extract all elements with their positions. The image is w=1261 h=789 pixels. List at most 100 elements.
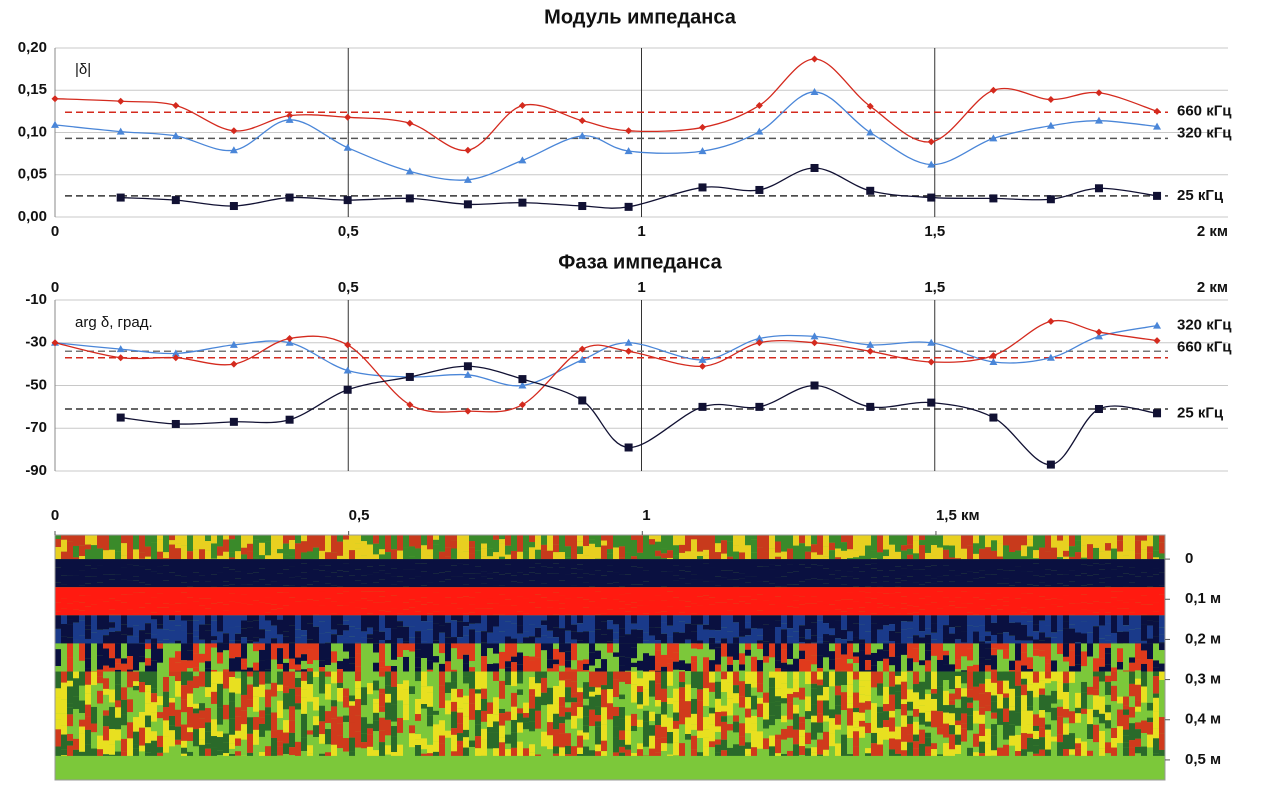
radargram-cell bbox=[403, 627, 409, 641]
radargram-cell bbox=[643, 633, 649, 640]
radargram-cell bbox=[157, 672, 163, 689]
radargram-cell bbox=[115, 672, 121, 685]
radargram-cell bbox=[61, 672, 67, 683]
radargram-cell bbox=[799, 642, 805, 643]
radargram-cell bbox=[721, 638, 727, 643]
radargram-cell bbox=[175, 559, 181, 576]
radargram-cell bbox=[787, 549, 793, 559]
radargram-cell bbox=[847, 685, 853, 697]
radargram-cell bbox=[235, 551, 241, 559]
radargram-cell bbox=[895, 657, 901, 672]
radargram-cell bbox=[319, 566, 325, 570]
radargram-cell bbox=[601, 751, 607, 756]
radargram-cell bbox=[163, 615, 169, 629]
radargram-cell bbox=[397, 598, 403, 614]
radargram-cell bbox=[367, 634, 373, 638]
radargram-cell bbox=[505, 573, 511, 587]
radargram-cell bbox=[775, 615, 781, 620]
radargram-cell bbox=[1081, 693, 1087, 709]
radargram-cell bbox=[115, 559, 121, 574]
radargram-cell bbox=[1117, 686, 1123, 696]
radargram-cell bbox=[151, 702, 157, 707]
radargram-cell bbox=[385, 703, 391, 720]
radargram-cell bbox=[481, 699, 487, 711]
radargram-cell bbox=[427, 672, 433, 687]
radargram-cell bbox=[847, 608, 853, 613]
radargram-cell bbox=[1147, 695, 1153, 703]
radargram-cell bbox=[841, 639, 847, 643]
radargram-cell bbox=[781, 716, 787, 723]
radargram-cell bbox=[1147, 735, 1153, 748]
radargram-cell bbox=[253, 621, 259, 638]
radargram-cell bbox=[331, 683, 337, 700]
radargram-cell bbox=[181, 559, 187, 576]
radargram-cell bbox=[697, 716, 703, 731]
radargram-cell bbox=[181, 621, 187, 631]
radargram-cell bbox=[571, 549, 577, 559]
radargram-cell bbox=[967, 730, 973, 747]
radargram-cell bbox=[343, 625, 349, 630]
radargram-cell bbox=[1063, 692, 1069, 709]
radargram-cell bbox=[691, 559, 697, 575]
radargram-cell bbox=[229, 749, 235, 754]
radargram-cell bbox=[271, 535, 277, 551]
radargram-cell bbox=[349, 575, 355, 587]
radargram-cell bbox=[769, 643, 775, 647]
radargram-cell bbox=[121, 672, 127, 678]
radargram-cell bbox=[727, 599, 733, 610]
radargram-cell bbox=[1129, 599, 1135, 612]
radargram-cell bbox=[121, 664, 127, 672]
radargram-cell bbox=[199, 535, 205, 549]
radargram-cell bbox=[1021, 540, 1027, 545]
radargram-cell bbox=[391, 535, 397, 549]
radargram-cell bbox=[433, 662, 439, 671]
radargram-cell bbox=[841, 551, 847, 559]
radargram-cell bbox=[625, 615, 631, 623]
radargram-cell bbox=[415, 602, 421, 611]
radargram-cell bbox=[691, 672, 697, 688]
radargram-cell bbox=[1135, 672, 1141, 679]
radargram-cell bbox=[145, 743, 151, 752]
radargram-cell bbox=[715, 552, 721, 559]
radargram-cell bbox=[385, 720, 391, 736]
radargram-cell bbox=[787, 564, 793, 573]
radargram-cell bbox=[823, 663, 829, 671]
radargram-cell bbox=[1111, 681, 1117, 686]
radargram-cell bbox=[241, 604, 247, 611]
radargram-cell bbox=[145, 559, 151, 569]
radargram-cell bbox=[283, 672, 289, 687]
radargram-cell bbox=[523, 718, 529, 723]
radargram-cell bbox=[967, 612, 973, 615]
radargram-cell bbox=[991, 615, 997, 623]
radargram-cell bbox=[373, 713, 379, 721]
radargram-cell bbox=[325, 659, 331, 665]
radargram-cell bbox=[595, 535, 601, 547]
radargram-cell bbox=[871, 639, 877, 643]
radargram-cell bbox=[919, 559, 925, 569]
radargram-cell bbox=[901, 569, 907, 575]
radargram-cell bbox=[421, 643, 427, 658]
radargram-cell bbox=[277, 559, 283, 573]
radargram-cell bbox=[481, 599, 487, 608]
radargram-cell bbox=[625, 672, 631, 685]
radargram-cell bbox=[85, 639, 91, 643]
radargram-cell bbox=[955, 754, 961, 756]
radargram-cell bbox=[661, 558, 667, 559]
radargram-cell bbox=[655, 559, 661, 571]
radargram-cell bbox=[235, 626, 241, 634]
radargram-cell bbox=[373, 731, 379, 740]
radargram-cell bbox=[721, 577, 727, 587]
radargram-cell bbox=[907, 576, 913, 587]
radargram-cell bbox=[811, 635, 817, 643]
radargram-cell bbox=[805, 744, 811, 748]
radargram-cell bbox=[811, 643, 817, 655]
radargram-cell bbox=[949, 602, 955, 606]
radargram-cell bbox=[499, 595, 505, 606]
radargram-cell bbox=[1087, 643, 1093, 656]
radargram-cell bbox=[103, 726, 109, 740]
radargram-cell bbox=[1099, 610, 1105, 616]
radargram-cell bbox=[1159, 664, 1165, 672]
radargram-cell bbox=[379, 549, 385, 554]
radargram-cell bbox=[1153, 602, 1159, 612]
radargram-cell bbox=[877, 608, 883, 615]
